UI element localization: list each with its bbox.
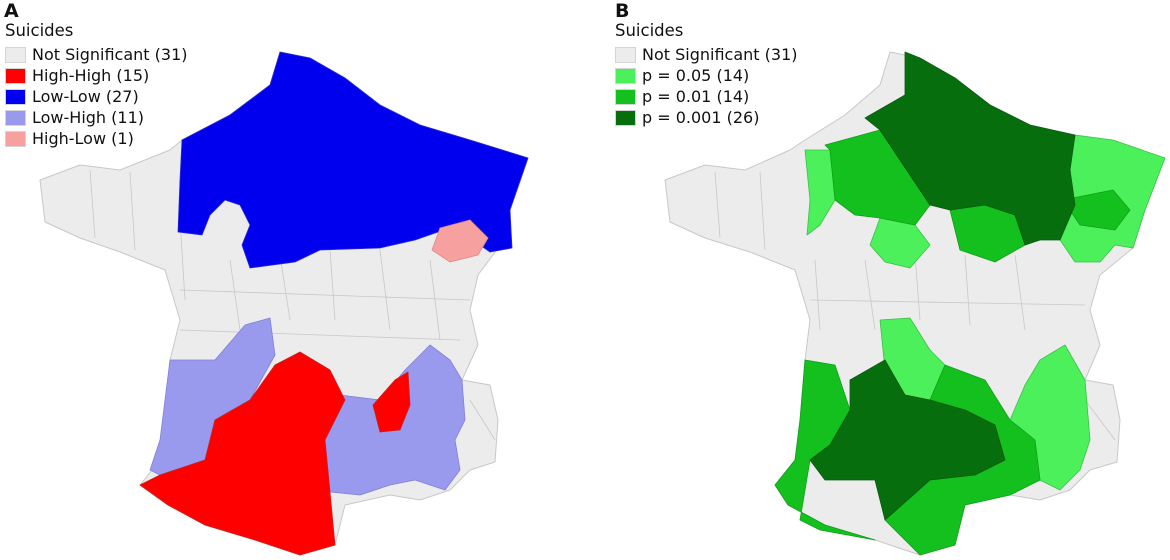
- legend-swatch: [615, 88, 636, 105]
- legend-label: High-Low (1): [32, 129, 134, 148]
- legend-swatch: [615, 67, 636, 84]
- department-borders: [714, 171, 1116, 441]
- region-p01-east: [1062, 189, 1131, 231]
- legend-swatch: [5, 88, 26, 105]
- legend-swatch: [5, 130, 26, 147]
- region-high-high-east: [372, 371, 411, 433]
- legend-title: Suicides: [615, 21, 684, 40]
- legend-item-p05: p = 0.05 (14): [615, 65, 797, 86]
- legend-item-not-significant: Not Significant (31): [5, 44, 187, 65]
- legend-item-low-low: Low-Low (27): [5, 86, 187, 107]
- legend-item-high-high: High-High (15): [5, 65, 187, 86]
- region-high-low: [431, 219, 489, 263]
- legend-swatch: [615, 109, 636, 126]
- panel-letter: B: [615, 0, 630, 22]
- region-high-high: [139, 351, 346, 556]
- legend-label: p = 0.05 (14): [642, 66, 750, 85]
- legend-label: p = 0.001 (26): [642, 108, 760, 127]
- map-a: [39, 51, 529, 556]
- region-p05-southeast: [1009, 344, 1091, 491]
- panel-b: B Suicides Not Significant (31) p = 0.05…: [585, 0, 1170, 560]
- legend-label: Low-High (11): [32, 108, 144, 127]
- panel-a: A Suicides Not Significant (31) High-Hig…: [4, 0, 529, 556]
- legend-item-p001: p = 0.001 (26): [615, 107, 797, 128]
- panel-letter: A: [4, 0, 19, 22]
- legend-swatch: [615, 46, 636, 63]
- legend: Suicides Not Significant (31) p = 0.05 (…: [615, 20, 797, 128]
- legend-item-p01: p = 0.01 (14): [615, 86, 797, 107]
- map-b: [664, 51, 1166, 556]
- region-p001-south: [809, 359, 1006, 521]
- legend-label: High-High (15): [32, 66, 150, 85]
- legend-item-low-high: Low-High (11): [5, 107, 187, 128]
- legend-item-high-low: High-Low (1): [5, 128, 187, 149]
- legend-swatch: [5, 67, 26, 84]
- department-borders: [89, 169, 496, 441]
- legend-label: Not Significant (31): [32, 45, 188, 64]
- legend-swatch: [5, 109, 26, 126]
- legend-label: Not Significant (31): [642, 45, 798, 64]
- legend-swatch: [5, 46, 26, 63]
- region-p001-north: [864, 51, 1076, 246]
- legend-item-not-significant: Not Significant (31): [615, 44, 797, 65]
- legend-label: Low-Low (27): [32, 87, 139, 106]
- region-low-low: [177, 51, 529, 269]
- legend: Suicides Not Significant (31) High-High …: [5, 20, 187, 149]
- legend-label: p = 0.01 (14): [642, 87, 750, 106]
- legend-title: Suicides: [5, 21, 74, 40]
